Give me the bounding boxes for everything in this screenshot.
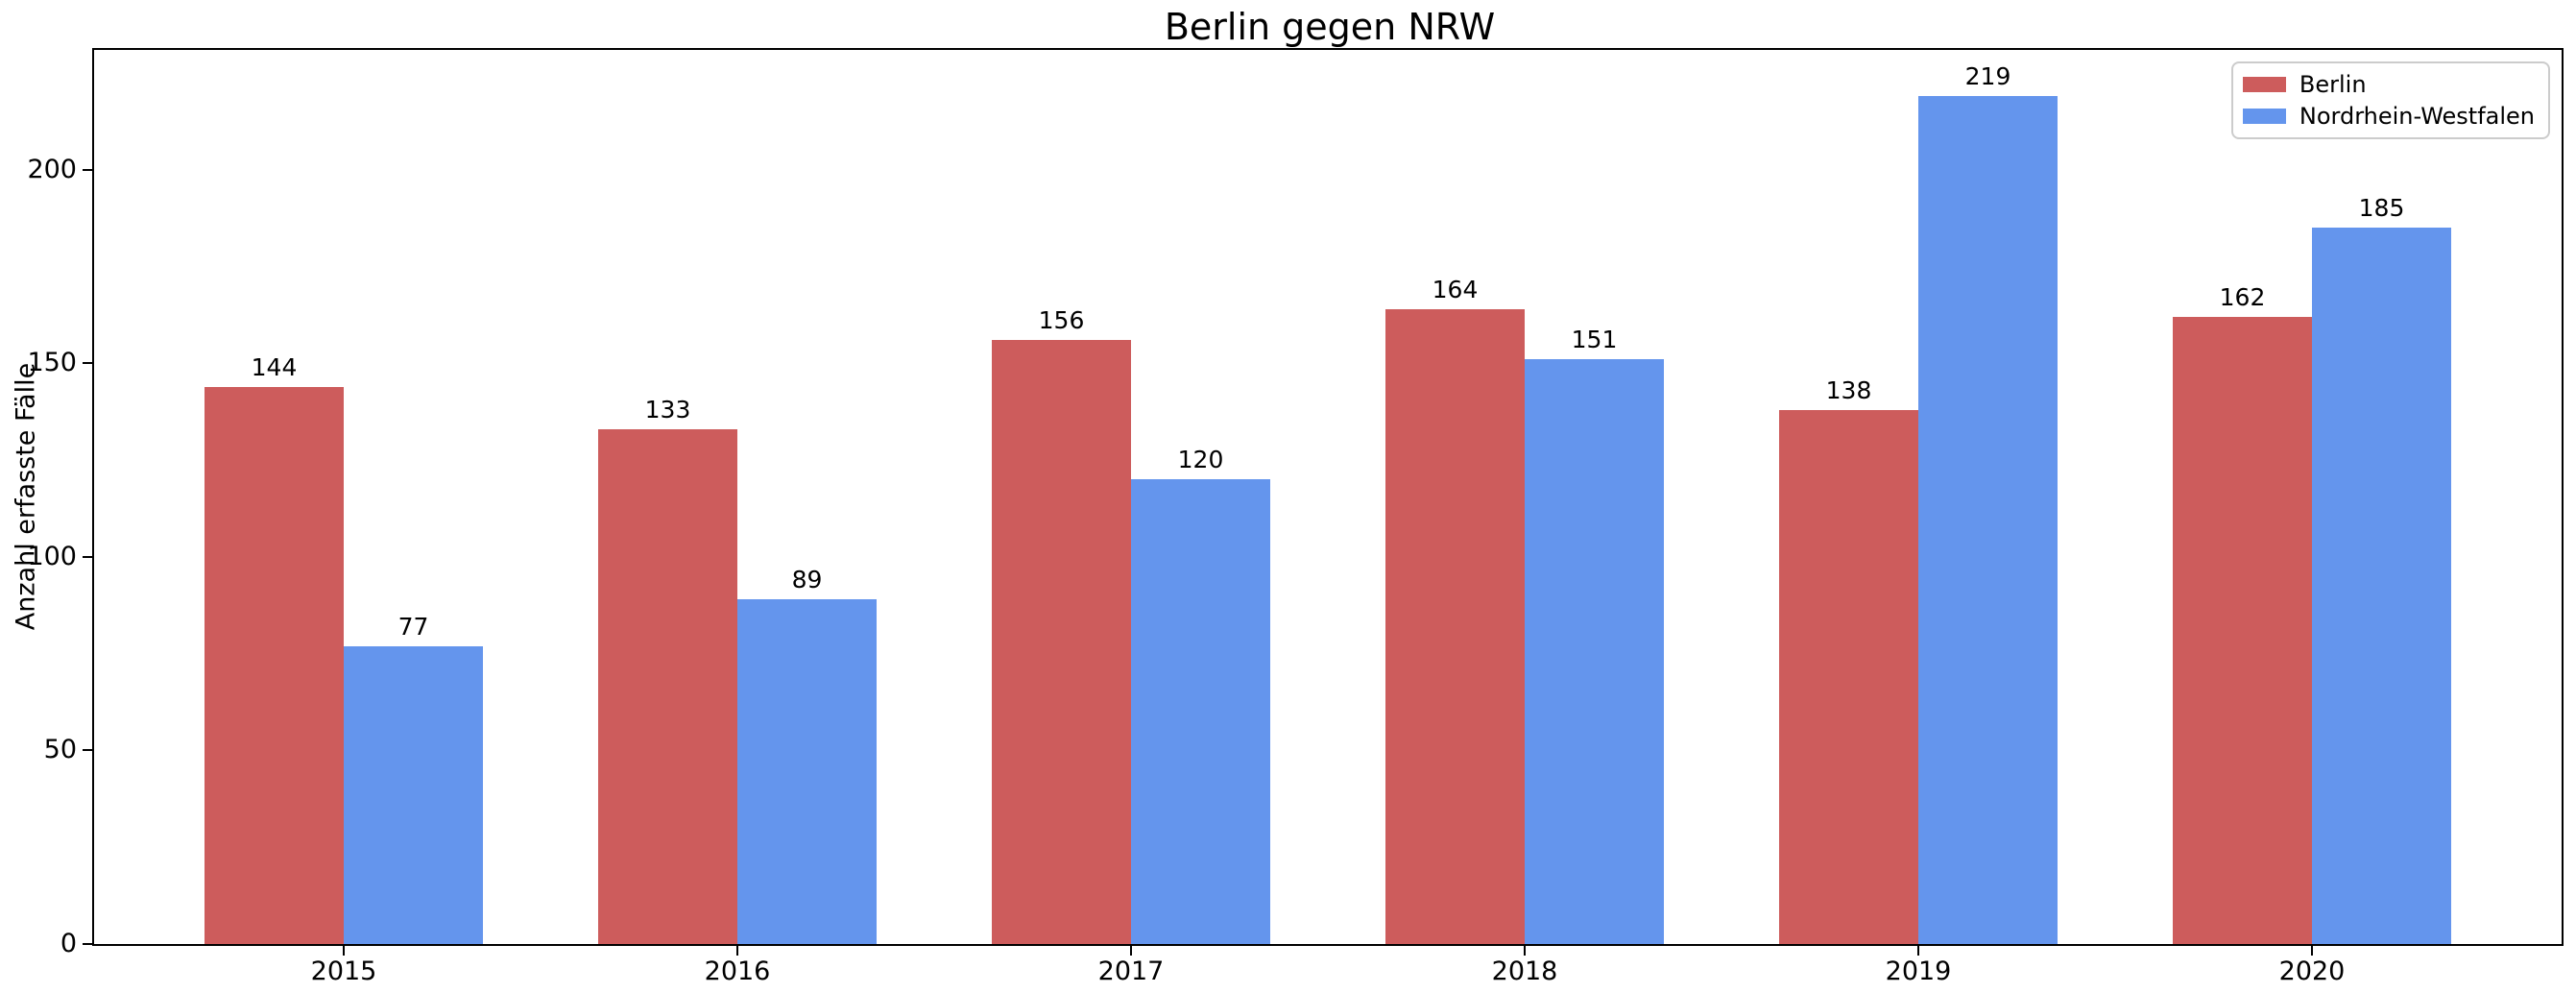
bar-berlin-2019 (1779, 409, 1918, 944)
bar-nordrhein-westfalen-2018 (1525, 359, 1664, 944)
bar-berlin-2016 (598, 428, 737, 944)
y-tick-label-50: 50 (43, 735, 77, 765)
legend-label: Berlin (2299, 71, 2367, 98)
legend-item-nordrhein-westfalen: Nordrhein-Westfalen (2242, 103, 2535, 130)
y-tick-mark (83, 749, 92, 752)
x-tick-label-2019: 2019 (1885, 957, 1952, 986)
x-tick-mark (1130, 946, 1132, 956)
bar-nordrhein-westfalen-2015 (344, 645, 483, 944)
bar-berlin-2017 (992, 340, 1131, 944)
bar-value-label-nordrhein-westfalen-2020: 185 (2358, 194, 2405, 223)
x-tick-mark (736, 946, 738, 956)
y-tick-mark (83, 362, 92, 365)
y-tick-label-150: 150 (27, 348, 77, 378)
bar-nordrhein-westfalen-2017 (1131, 479, 1270, 944)
legend-swatch-icon (2242, 109, 2286, 124)
bar-berlin-2020 (2173, 317, 2312, 944)
bar-value-label-nordrhein-westfalen-2017: 120 (1177, 446, 1224, 474)
bar-value-label-berlin-2020: 162 (2219, 283, 2266, 312)
y-tick-mark (83, 168, 92, 171)
x-tick-label-2020: 2020 (2278, 957, 2346, 986)
bar-value-label-nordrhein-westfalen-2018: 151 (1571, 326, 1618, 354)
x-tick-mark (2311, 946, 2313, 956)
bar-berlin-2015 (205, 386, 344, 944)
x-tick-mark (343, 946, 345, 956)
bar-nordrhein-westfalen-2016 (737, 599, 877, 944)
x-tick-label-2015: 2015 (310, 957, 377, 986)
x-tick-label-2018: 2018 (1491, 957, 1558, 986)
bar-value-label-nordrhein-westfalen-2016: 89 (791, 566, 823, 594)
bar-value-label-nordrhein-westfalen-2019: 219 (1964, 62, 2011, 91)
legend-swatch-icon (2242, 77, 2286, 92)
legend: Berlin Nordrhein-Westfalen (2230, 61, 2550, 139)
x-tick-label-2016: 2016 (704, 957, 771, 986)
y-tick-label-0: 0 (60, 929, 77, 958)
bar-value-label-berlin-2016: 133 (644, 395, 691, 424)
y-axis-label: Anzahl erfasste Fälle (11, 362, 41, 631)
bar-value-label-berlin-2019: 138 (1825, 375, 1872, 404)
plot-area: Berlin Nordrhein-Westfalen 144 133 156 164 13… (92, 48, 2564, 946)
bar-value-label-berlin-2015: 144 (251, 352, 298, 381)
bar-nordrhein-westfalen-2020 (2312, 228, 2451, 944)
bar-value-label-nordrhein-westfalen-2015: 77 (397, 612, 429, 641)
legend-item-berlin: Berlin (2242, 71, 2535, 98)
bar-value-label-berlin-2017: 156 (1038, 306, 1085, 335)
y-tick-label-100: 100 (27, 541, 77, 571)
chart-title: Berlin gegen NRW (1164, 6, 1496, 48)
y-tick-mark (83, 943, 92, 945)
bar-value-label-berlin-2018: 164 (1432, 276, 1479, 304)
x-tick-label-2017: 2017 (1097, 957, 1165, 986)
legend-label: Nordrhein-Westfalen (2299, 103, 2535, 130)
y-tick-mark (83, 555, 92, 558)
x-tick-mark (1917, 946, 1919, 956)
bar-nordrhein-westfalen-2019 (1918, 96, 2058, 944)
bar-berlin-2018 (1385, 309, 1525, 944)
x-tick-mark (1524, 946, 1526, 956)
y-tick-label-200: 200 (27, 154, 77, 184)
